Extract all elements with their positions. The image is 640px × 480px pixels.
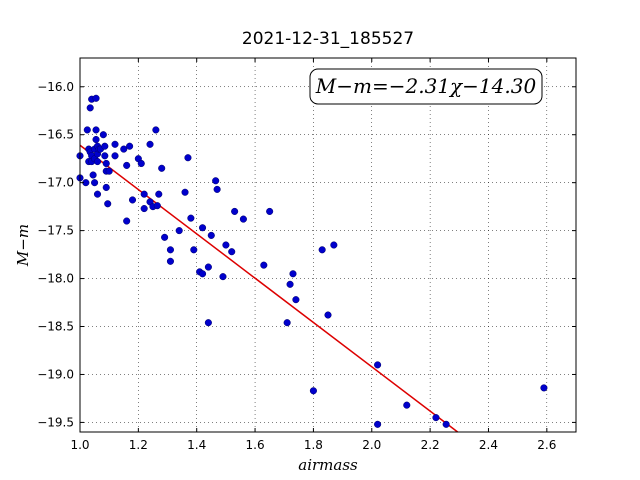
y-tick-label: −17.0 [37,176,74,190]
data-point [212,177,220,185]
data-point [260,261,268,269]
x-tick-label: 1.0 [70,438,89,452]
data-point [231,207,239,215]
y-tick-label: −19.5 [37,415,74,429]
data-point [318,246,326,254]
x-tick-label: 2.2 [421,438,440,452]
data-point [309,387,317,395]
data-point [198,270,207,278]
data-point [403,401,411,409]
plot-frame [79,57,577,433]
data-point [101,152,109,160]
data-point [204,263,212,271]
data-point [93,190,102,198]
data-point [204,319,212,327]
y-axis-label: M−m [14,224,32,267]
equation-box: M−m=−2.31χ−14.30 [309,68,543,105]
data-point [89,171,97,179]
data-point [324,311,332,319]
data-point [111,140,119,148]
x-tick-label: 1.2 [129,438,148,452]
data-point [266,207,274,215]
x-tick-label: 2.4 [479,438,498,452]
data-point [166,246,174,254]
x-tick-label: 2.6 [537,438,556,452]
data-point [286,280,294,288]
data-point [289,270,297,278]
data-point [140,205,148,213]
plot-area [80,58,576,432]
data-point [239,215,247,223]
data-point [92,126,100,134]
data-point [442,420,450,428]
x-tick-label: 1.8 [304,438,323,452]
data-point [123,161,131,169]
data-point [102,159,110,168]
data-point [146,140,154,148]
data-point [140,190,148,198]
x-tick-label: 2.0 [362,438,381,452]
y-tick-label: −18.0 [37,272,74,286]
data-point [158,164,166,172]
y-tick-label: −16.5 [37,128,74,142]
x-axis-label: airmass [298,456,358,474]
y-tick-label: −19.0 [37,367,74,381]
x-tick-labels: 1.0 1.2 1.4 1.6 1.8 2.0 2.2 2.4 2.6 [70,438,556,452]
data-point [213,185,221,193]
y-tick-labels: −16.0 −16.5 −17.0 −17.5 −18.0 −18.5 −19.0 −19.5 [37,80,74,430]
x-tick-label: 1.4 [187,438,206,452]
data-point [175,227,183,235]
equation-text: M−m=−2.31χ−14.30 [315,74,537,98]
y-tick-label: −18.5 [37,320,74,334]
data-point [126,142,134,150]
data-point [155,190,163,198]
axis-ticks [79,58,576,432]
data-point [161,233,169,241]
data-point [83,126,91,134]
data-points [76,94,548,428]
data-point [153,202,161,210]
data-point [228,248,236,256]
data-point [181,188,189,196]
data-point [374,420,382,428]
data-point [92,135,100,144]
data-point [123,217,131,225]
data-point [128,196,137,204]
data-point [374,361,382,369]
y-tick-label: −16.0 [37,80,74,94]
data-point [219,273,227,281]
data-point [105,167,113,175]
data-point [207,231,215,239]
data-point [93,158,102,166]
chart-title: 2021-12-31_185527 [242,29,414,49]
data-point [184,154,192,162]
data-point [86,104,94,112]
data-point [111,152,119,160]
x-tick-label: 1.6 [246,438,265,452]
data-point [432,414,440,422]
data-point [187,214,195,222]
data-point [92,94,100,102]
data-point [120,145,128,153]
data-point [330,241,338,249]
data-point [540,384,548,392]
data-point [91,179,99,187]
data-point [137,159,145,168]
equation-box-frame [309,68,543,105]
data-point [222,241,230,249]
data-point [190,246,198,254]
data-point [292,296,300,304]
y-tick-label: −17.5 [37,224,74,238]
data-point [101,142,109,150]
data-point [283,319,291,327]
data-point [104,200,112,208]
data-point [166,257,174,265]
data-point [102,183,110,192]
data-point [152,126,160,134]
data-point [99,131,107,139]
data-point [198,224,207,232]
